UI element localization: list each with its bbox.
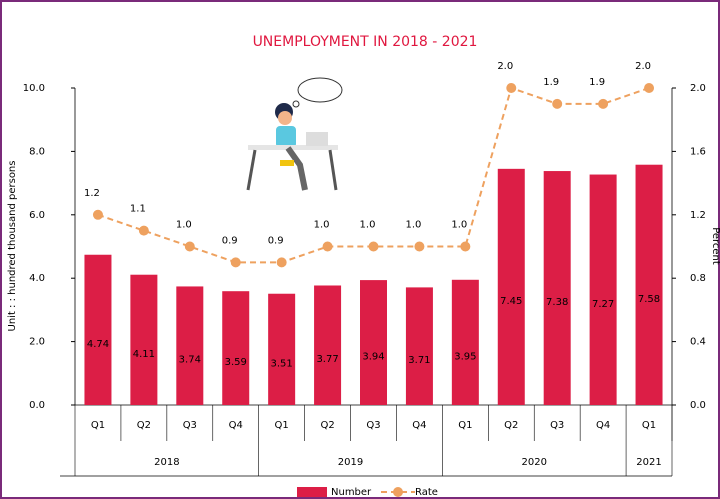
- rate-value-label: 1.0: [405, 220, 421, 231]
- x-tick-label: Q2: [137, 420, 151, 431]
- rate-point: [598, 99, 608, 109]
- bar: [590, 175, 617, 405]
- legend-label: Rate: [415, 487, 438, 498]
- rate-point: [323, 242, 333, 252]
- bar-value-label: 3.94: [362, 352, 384, 363]
- rate-value-label: 2.0: [497, 61, 513, 72]
- bar-value-label: 4.11: [133, 349, 155, 360]
- legend-label: Number: [331, 487, 372, 498]
- rate-point: [552, 99, 562, 109]
- x-tick-label: Q2: [504, 420, 518, 431]
- bar-value-label: 7.45: [500, 296, 522, 307]
- bar-value-label: 3.59: [225, 357, 247, 368]
- x-tick-label: Q1: [91, 420, 105, 431]
- rate-point: [139, 226, 149, 236]
- y-axis-title: Unit : : hundred thousand persons: [7, 161, 18, 332]
- rate-value-label: 0.9: [222, 235, 238, 246]
- y2-tick-label: 1.2: [690, 210, 706, 221]
- x-tick-label: Q4: [229, 420, 243, 431]
- chart: UNEMPLOYMENT IN 2018 - 2021 Unit : : hun…: [0, 0, 720, 499]
- bar-value-label: 7.38: [546, 297, 568, 308]
- rate-value-label: 1.0: [314, 220, 330, 231]
- bar: [360, 280, 387, 405]
- rate-value-label: 1.0: [176, 220, 192, 231]
- y-tick-label: 2.0: [29, 337, 45, 348]
- year-label: 2021: [636, 457, 661, 468]
- bar: [636, 165, 663, 405]
- bar-value-label: 3.77: [316, 354, 338, 365]
- y2-axis-title: Percent: [710, 227, 720, 265]
- y-tick-label: 8.0: [29, 146, 45, 157]
- rate-value-label: 0.9: [268, 235, 284, 246]
- legend-swatch: [393, 487, 403, 497]
- bar-value-label: 3.74: [179, 355, 201, 366]
- x-tick-label: Q3: [366, 420, 380, 431]
- bar: [314, 285, 341, 405]
- bar: [268, 294, 295, 405]
- year-label: 2020: [522, 457, 547, 468]
- x-tick-label: Q2: [320, 420, 334, 431]
- rate-value-label: 1.1: [130, 204, 146, 215]
- page: UNEMPLOYMENT IN 2018 - 2021 Unit : : hun…: [0, 0, 720, 499]
- rate-value-label: 1.9: [543, 77, 559, 88]
- bar-value-label: 7.27: [592, 299, 614, 310]
- bar-value-label: 3.51: [271, 358, 293, 369]
- y2-tick-label: 0.4: [690, 337, 706, 348]
- x-tick-label: Q1: [458, 420, 472, 431]
- y-tick-label: 0.0: [29, 400, 45, 411]
- x-tick-label: Q4: [412, 420, 426, 431]
- rate-point: [644, 83, 654, 93]
- bar: [544, 171, 571, 405]
- y-tick-label: 4.0: [29, 273, 45, 284]
- y-tick-label: 6.0: [29, 210, 45, 221]
- rate-point: [414, 242, 424, 252]
- year-label: 2018: [154, 457, 179, 468]
- x-tick-label: Q4: [596, 420, 610, 431]
- bar-value-label: 4.74: [87, 339, 109, 350]
- chart-title: UNEMPLOYMENT IN 2018 - 2021: [253, 34, 478, 50]
- rate-point: [369, 242, 379, 252]
- bar: [498, 169, 525, 405]
- bar: [222, 291, 249, 405]
- y-tick-label: 10.0: [23, 83, 45, 94]
- x-tick-label: Q1: [642, 420, 656, 431]
- rate-point: [231, 257, 241, 267]
- rate-value-label: 1.2: [84, 188, 100, 199]
- y2-tick-label: 2.0: [690, 83, 706, 94]
- y2-tick-label: 1.6: [690, 146, 706, 157]
- bar: [406, 287, 433, 405]
- bar: [130, 275, 157, 405]
- y2-tick-label: 0.0: [690, 400, 706, 411]
- rate-value-label: 1.0: [451, 220, 467, 231]
- bar-value-label: 3.95: [454, 351, 476, 362]
- legend-swatch: [297, 487, 327, 497]
- rate-value-label: 1.0: [360, 220, 376, 231]
- rate-point: [506, 83, 516, 93]
- y2-tick-label: 0.8: [690, 273, 706, 284]
- x-tick-label: Q3: [550, 420, 564, 431]
- rate-value-label: 2.0: [635, 61, 651, 72]
- bar: [452, 280, 479, 405]
- rate-point: [185, 242, 195, 252]
- bar-value-label: 3.71: [408, 355, 430, 366]
- year-label: 2019: [338, 457, 363, 468]
- bar-value-label: 7.58: [638, 294, 660, 305]
- rate-point: [460, 242, 470, 252]
- rate-value-label: 1.9: [589, 77, 605, 88]
- x-tick-label: Q1: [275, 420, 289, 431]
- bar: [176, 286, 203, 405]
- bar: [84, 255, 111, 405]
- x-tick-label: Q3: [183, 420, 197, 431]
- rate-point: [277, 257, 287, 267]
- rate-point: [93, 210, 103, 220]
